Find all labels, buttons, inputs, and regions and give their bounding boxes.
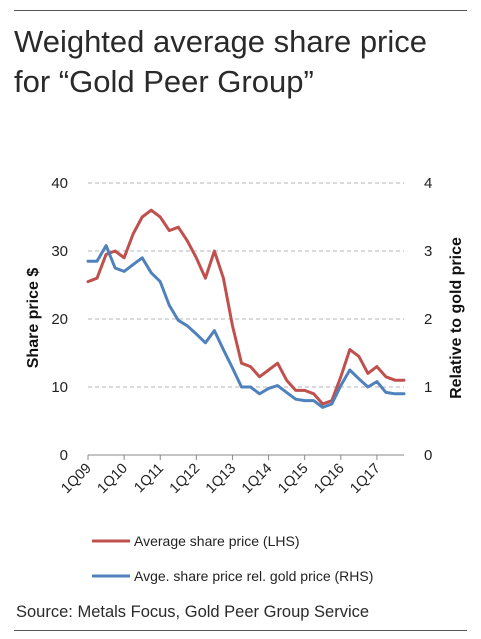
series-line-rhs bbox=[86, 244, 406, 409]
x-tick-label: 1Q17 bbox=[347, 461, 383, 497]
y-tick-label: 40 bbox=[51, 175, 68, 192]
x-tick-label: 1Q13 bbox=[203, 461, 239, 497]
x-tick-label: 1Q12 bbox=[167, 461, 203, 497]
y-tick-label: 10 bbox=[51, 379, 68, 396]
y2-tick-label: 1 bbox=[424, 379, 432, 396]
series-line-lhs bbox=[86, 208, 406, 406]
legend-item: Average share price (LHS) bbox=[92, 533, 299, 549]
line-chart: 0 10 20 30 40 0 1 2 3 4 1Q09 1Q10 1Q11 1Q12 1Q13 1Q14… bbox=[25, 175, 465, 584]
y-tick-label: 20 bbox=[51, 311, 68, 328]
y2-tick-label: 4 bbox=[424, 175, 432, 192]
y-tick-label: 30 bbox=[51, 243, 68, 260]
legend: Average share price (LHS) Avge. share pri… bbox=[92, 533, 373, 584]
right-axis-ticks: 0 1 2 3 4 bbox=[424, 175, 432, 464]
bottom-rule bbox=[14, 630, 467, 631]
x-tick-label: 1Q09 bbox=[58, 461, 94, 497]
y-axis-title: Share price $ bbox=[25, 268, 42, 369]
series-lines bbox=[86, 208, 406, 409]
y-tick-label: 0 bbox=[60, 447, 68, 464]
y2-tick-label: 2 bbox=[424, 311, 432, 328]
chart-title: Weighted average share price for “Gold P… bbox=[14, 24, 428, 99]
legend-label: Avge. share price rel. gold price (RHS) bbox=[134, 568, 373, 584]
top-rule bbox=[14, 10, 467, 11]
y2-axis-title: Relative to gold price bbox=[448, 237, 465, 399]
x-tick-label: 1Q16 bbox=[311, 461, 347, 497]
y2-tick-label: 0 bbox=[424, 447, 432, 464]
left-axis-ticks: 0 10 20 30 40 bbox=[51, 175, 68, 464]
source-note: Source: Metals Focus, Gold Peer Group Se… bbox=[16, 603, 370, 621]
x-axis-ticks: 1Q09 1Q10 1Q11 1Q12 1Q13 1Q14 1Q15 1Q16 1Q17 bbox=[58, 461, 383, 497]
legend-label: Average share price (LHS) bbox=[134, 533, 299, 549]
x-axis bbox=[87, 454, 404, 460]
legend-item: Avge. share price rel. gold price (RHS) bbox=[92, 568, 373, 584]
y2-tick-label: 3 bbox=[424, 243, 432, 260]
x-tick-label: 1Q15 bbox=[275, 461, 311, 497]
x-tick-label: 1Q11 bbox=[131, 461, 167, 497]
x-tick-label: 1Q14 bbox=[239, 461, 275, 497]
x-tick-label: 1Q10 bbox=[95, 461, 131, 497]
